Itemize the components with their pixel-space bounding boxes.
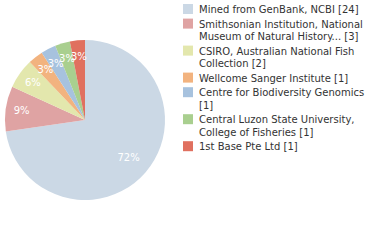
- legend-swatch: [183, 114, 193, 124]
- legend-swatch: [183, 73, 193, 83]
- data-label: 6%: [25, 77, 41, 88]
- pie: 72%9%6%3%3%3%3%: [5, 40, 165, 200]
- legend-label: 1st Base Pte Ltd [1]: [199, 141, 298, 152]
- chart: 72%9%6%3%3%3%3%Mined from GenBank, NCBI …: [0, 0, 380, 240]
- legend-swatch: [183, 4, 193, 14]
- legend-label: Wellcome Sanger Institute [1]: [199, 73, 348, 84]
- data-label: 3%: [71, 51, 87, 62]
- legend-label: CSIRO, Australian National FishCollectio…: [199, 46, 354, 69]
- legend: Mined from GenBank, NCBI [24] Smithsonian…: [183, 4, 364, 152]
- legend-label: Smithsonian Institution, NationalMuseum …: [199, 19, 363, 42]
- legend-label: Central Luzon State University,College o…: [199, 114, 354, 137]
- legend-label: Mined from GenBank, NCBI [24]: [199, 4, 359, 15]
- data-label: 72%: [117, 152, 139, 163]
- legend-swatch: [183, 19, 193, 29]
- data-label: 9%: [14, 105, 30, 116]
- legend-label: Centre for Biodiversity Genomics[1]: [199, 87, 364, 110]
- legend-swatch: [183, 141, 193, 151]
- pie-slice: [6, 40, 165, 200]
- legend-swatch: [183, 46, 193, 56]
- legend-swatch: [183, 87, 193, 97]
